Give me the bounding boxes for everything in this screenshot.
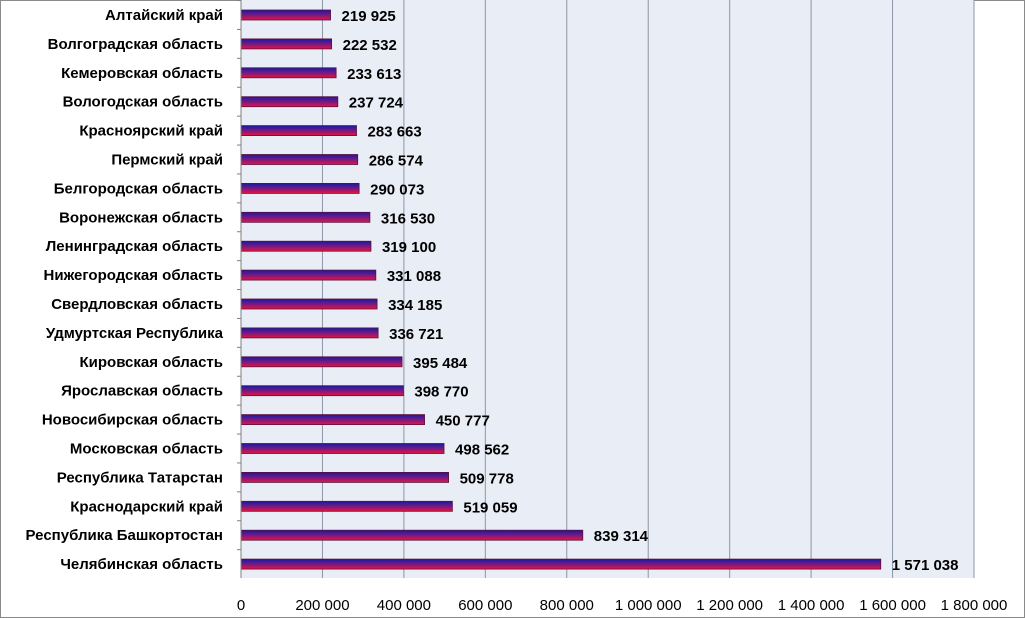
x-tick-label: 200 000 <box>295 597 349 614</box>
x-tick-label: 0 <box>237 597 245 614</box>
data-label: 839 314 <box>594 528 649 545</box>
category-label: Кировская область <box>80 354 224 371</box>
x-tick-label: 1 200 000 <box>696 597 763 614</box>
data-label: 316 530 <box>381 210 435 227</box>
data-label: 283 663 <box>368 124 422 141</box>
category-label: Красноярский край <box>79 123 223 140</box>
data-label: 233 613 <box>347 66 401 83</box>
bar <box>240 414 425 426</box>
data-label: 237 724 <box>349 95 404 112</box>
category-label: Волгоградская область <box>48 36 223 53</box>
category-label: Вологодская область <box>63 94 223 111</box>
data-label: 336 721 <box>389 326 443 343</box>
x-tick-label: 600 000 <box>458 597 512 614</box>
category-label: Ленинградская область <box>46 238 223 255</box>
data-label: 398 770 <box>414 384 468 401</box>
data-label: 395 484 <box>413 355 468 372</box>
category-label: Краснодарский край <box>70 498 223 515</box>
bar <box>240 38 333 50</box>
bar <box>240 356 403 368</box>
bar <box>240 154 359 165</box>
category-label: Ярославская область <box>61 383 223 400</box>
category-label: Нижегородская область <box>44 267 223 284</box>
bar <box>240 558 882 570</box>
bar <box>240 240 372 252</box>
x-tick-label: 1 600 000 <box>859 597 926 614</box>
bar <box>240 269 377 281</box>
data-label: 222 532 <box>343 37 397 54</box>
x-tick-label: 1 800 000 <box>941 597 1008 614</box>
category-label: Пермский край <box>111 152 223 169</box>
bar <box>240 67 337 79</box>
category-label: Алтайский край <box>105 7 223 24</box>
bar <box>240 500 453 512</box>
bar <box>240 471 449 483</box>
data-label: 1 571 038 <box>892 557 959 574</box>
x-tick-label: 1 000 000 <box>615 597 682 614</box>
category-label: Республика Татарстан <box>57 469 223 486</box>
x-axis-tick-labels: 0 200 000 400 000 600 000 800 000 1 000 000 1 … <box>237 597 1008 614</box>
bar <box>240 443 445 454</box>
bar <box>240 298 378 310</box>
bar <box>240 125 357 136</box>
category-label: Белгородская область <box>54 180 223 197</box>
data-label: 290 073 <box>370 181 424 198</box>
bar <box>240 96 339 108</box>
data-label: 331 088 <box>387 268 441 285</box>
data-label: 509 778 <box>460 470 514 487</box>
category-label: Республика Башкортостан <box>26 527 223 544</box>
x-tick-label: 800 000 <box>540 597 594 614</box>
plot-area <box>241 0 974 578</box>
bar <box>240 182 360 194</box>
value-labels: 219 925 222 532 233 613 237 724 283 663 286 5… <box>342 8 959 574</box>
category-label: Свердловская область <box>51 296 223 313</box>
category-label: Челябинская область <box>60 556 223 573</box>
category-label: Удмуртская Республика <box>46 325 224 342</box>
bar <box>240 327 379 339</box>
category-labels: Алтайский край Волгоградская область Кемер… <box>26 7 224 573</box>
data-label: 498 562 <box>455 442 509 459</box>
data-label: 334 185 <box>388 297 442 314</box>
data-label: 519 059 <box>463 499 517 516</box>
data-label: 450 777 <box>436 413 490 430</box>
category-label: Кемеровская область <box>61 65 223 82</box>
x-tick-label: 1 400 000 <box>778 597 845 614</box>
category-label: Московская область <box>70 441 223 458</box>
category-label: Воронежская область <box>59 209 223 226</box>
data-label: 286 574 <box>369 153 424 170</box>
category-label: Новосибирская область <box>42 412 223 429</box>
data-label: 319 100 <box>382 239 436 256</box>
bar <box>240 385 404 397</box>
bar <box>240 529 584 541</box>
bar <box>240 9 331 21</box>
x-tick-label: 400 000 <box>377 597 431 614</box>
data-label: 219 925 <box>342 8 396 25</box>
bar <box>240 211 371 223</box>
